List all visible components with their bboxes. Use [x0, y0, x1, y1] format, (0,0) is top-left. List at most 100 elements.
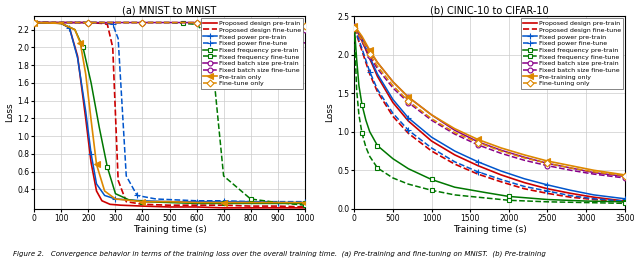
- Fixed batch size fine-tune: [351, 26, 358, 29]
- Proposed design fine-tune: [109, 46, 116, 49]
- Fine-tuning only: [374, 65, 381, 68]
- Fixed batch size fine-tune: [260, 22, 268, 25]
- Fixed power fine-tune: [451, 160, 459, 163]
- Proposed design fine-tune: [31, 21, 38, 24]
- Proposed design fine-tune: [104, 23, 111, 26]
- Fixed frequency fine-tune: [362, 146, 370, 149]
- Proposed design fine-tune: [520, 187, 528, 190]
- Fine-tune only: [274, 23, 282, 26]
- Fixed batch size fine-tune: [301, 28, 308, 31]
- Pre-train only: [100, 189, 108, 192]
- Title: (a) MNIST to MNIST: (a) MNIST to MNIST: [122, 6, 217, 15]
- Fixed frequency fine-tune: [84, 21, 92, 24]
- Proposed design fine-tune: [451, 163, 459, 166]
- Fixed batch size fine-tune: [543, 164, 551, 167]
- Pre-training only: [366, 49, 374, 52]
- Fixed batch size pre-train: [260, 30, 268, 33]
- Fixed batch size fine-tune: [111, 21, 119, 24]
- Line: Fixed power pre-train: Fixed power pre-train: [31, 19, 308, 206]
- Proposed design fine-tune: [193, 204, 200, 207]
- Fine-tune only: [220, 22, 227, 25]
- Fixed frequency fine-tune: [543, 200, 551, 203]
- Fixed power fine-tune: [358, 47, 366, 50]
- Fixed frequency pre-train: [220, 202, 227, 205]
- Fixed batch size pre-train: [351, 24, 358, 27]
- Proposed design pre-train: [428, 140, 435, 143]
- Proposed design fine-tune: [389, 115, 397, 118]
- Fine-tune only: [58, 21, 65, 24]
- Y-axis label: Loss: Loss: [326, 103, 335, 122]
- Fine-tune only: [84, 21, 92, 24]
- Proposed design fine-tune: [358, 50, 366, 53]
- Fixed batch size fine-tune: [193, 21, 200, 24]
- Fixed power fine-tune: [366, 70, 374, 73]
- Fixed power fine-tune: [590, 197, 598, 200]
- Fixed batch size pre-train: [404, 96, 412, 99]
- Fixed power pre-train: [31, 21, 38, 24]
- Proposed design fine-tune: [351, 26, 358, 29]
- Proposed design fine-tune: [543, 192, 551, 195]
- Fixed power fine-tune: [351, 26, 358, 29]
- Line: Proposed design pre-train: Proposed design pre-train: [35, 22, 305, 208]
- Line: Fixed power pre-train: Fixed power pre-train: [351, 22, 628, 202]
- Fixed batch size fine-tune: [31, 21, 38, 24]
- X-axis label: Training time (s): Training time (s): [452, 225, 526, 234]
- Fixed frequency fine-tune: [220, 174, 227, 178]
- Line: Fixed frequency fine-tune: Fixed frequency fine-tune: [352, 26, 627, 206]
- Line: Fixed batch size pre-train: Fixed batch size pre-train: [32, 20, 307, 45]
- Y-axis label: Loss: Loss: [6, 103, 15, 122]
- Fixed batch size fine-tune: [404, 101, 412, 104]
- Pre-train only: [220, 201, 227, 204]
- Fixed batch size pre-train: [374, 61, 381, 64]
- Fine-tune only: [31, 21, 38, 24]
- Proposed design fine-tune: [44, 21, 52, 24]
- Pre-train only: [166, 200, 173, 203]
- Fixed power fine-tune: [58, 21, 65, 24]
- Fixed frequency pre-train: [95, 126, 103, 129]
- Proposed design fine-tune: [301, 205, 308, 208]
- Line: Fixed batch size fine-tune: Fixed batch size fine-tune: [32, 20, 307, 32]
- Fixed batch size fine-tune: [590, 173, 598, 176]
- Fixed frequency fine-tune: [58, 21, 65, 24]
- Fine-tuning only: [351, 26, 358, 29]
- Proposed design pre-train: [567, 192, 575, 195]
- Fixed power fine-tune: [220, 199, 227, 202]
- Fixed power fine-tune: [497, 178, 505, 181]
- Pre-training only: [543, 159, 551, 163]
- Fixed power fine-tune: [543, 189, 551, 192]
- Proposed design pre-train: [247, 206, 255, 209]
- Fine-tuning only: [567, 166, 575, 170]
- Fixed frequency fine-tune: [482, 196, 490, 199]
- Fixed batch size fine-tune: [520, 159, 528, 162]
- Line: Fine-tune only: Fine-tune only: [32, 20, 307, 29]
- Fixed frequency fine-tune: [389, 176, 397, 180]
- Pre-train only: [93, 163, 100, 166]
- Pre-training only: [474, 138, 482, 141]
- Proposed design pre-train: [358, 39, 366, 43]
- Fixed power pre-train: [567, 189, 575, 192]
- Fixed power pre-train: [44, 21, 52, 24]
- Proposed design pre-train: [139, 205, 147, 208]
- Fixed batch size pre-train: [234, 24, 241, 27]
- Fixed power pre-train: [428, 136, 435, 139]
- Proposed design pre-train: [389, 101, 397, 104]
- Fixed frequency pre-train: [274, 202, 282, 205]
- Fixed frequency pre-train: [193, 202, 200, 205]
- Fixed power fine-tune: [520, 185, 528, 188]
- Pre-train only: [111, 197, 119, 200]
- Fixed batch size pre-train: [220, 22, 227, 25]
- Proposed design fine-tune: [98, 22, 106, 25]
- Fixed power fine-tune: [31, 21, 38, 24]
- Fixed frequency pre-train: [505, 195, 513, 198]
- Proposed design pre-train: [451, 153, 459, 156]
- Fixed frequency fine-tune: [247, 197, 255, 200]
- Fine-tuning only: [543, 162, 551, 165]
- Fixed frequency fine-tune: [582, 201, 590, 204]
- Fixed power pre-train: [590, 193, 598, 196]
- Fixed power pre-train: [93, 182, 100, 186]
- Fixed batch size fine-tune: [139, 21, 147, 24]
- Pre-training only: [497, 146, 505, 149]
- Fixed frequency fine-tune: [428, 189, 435, 192]
- Proposed design pre-train: [351, 24, 358, 27]
- Fixed power pre-train: [58, 22, 65, 25]
